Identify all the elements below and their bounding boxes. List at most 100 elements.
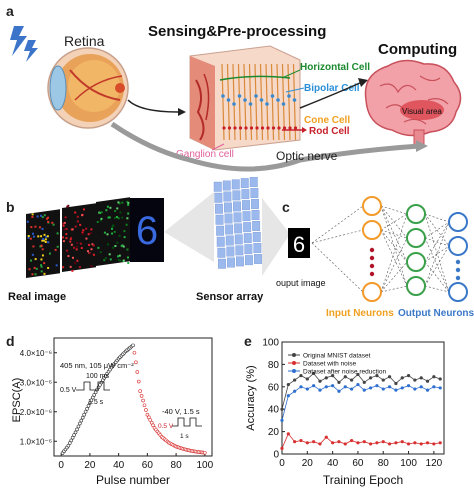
chart-d-point-facilitation: [89, 398, 94, 403]
sensor-pixel: [251, 209, 260, 220]
rod-cell-dot: [238, 126, 243, 130]
output-neuron: [448, 212, 468, 232]
sensor-pixel: [214, 192, 223, 203]
chart-e-series-original-point: [350, 378, 354, 382]
chart-e-xtick-label: 120: [426, 458, 443, 469]
chart-d-point-facilitation: [86, 404, 91, 408]
chart-d-point-depression: [138, 389, 142, 393]
chart-e-series-original-point: [293, 378, 297, 382]
legend-marker-noise: [292, 361, 296, 365]
chart-e-series-reduced-point: [312, 384, 316, 388]
sensor-pixel: [243, 222, 252, 233]
sensor-pixel: [232, 201, 241, 212]
chart-e-series-reduced-point: [400, 386, 404, 390]
chart-d-point-facilitation: [70, 435, 75, 440]
panel-e-letter: e: [244, 333, 252, 349]
bipolar-cell-dot: [248, 102, 253, 106]
rod-cell-arrowhead: [302, 127, 307, 133]
horizontal-cell-pointer: [281, 69, 301, 79]
chart-d-pulse-period: 1.5 s: [88, 399, 104, 406]
chart-d-point-facilitation: [90, 395, 95, 400]
sensor-pixel: [225, 224, 234, 235]
chart-e-series-noise-point: [305, 441, 309, 445]
sensor-array-grid: [213, 176, 262, 269]
pulse-train-icon: [76, 381, 110, 391]
legend-reduced: Dataset after noise reduction: [303, 369, 386, 376]
chart-d-ytick-label: 4.0×10⁻⁶: [20, 349, 52, 358]
bipolar-cell-dot: [226, 98, 231, 102]
network-edge: [424, 213, 450, 247]
sensor-pixel: [232, 190, 241, 201]
network-edge: [380, 205, 408, 215]
chart-e-series-original-point: [337, 380, 341, 384]
retina-label: Retina: [64, 33, 105, 49]
input-neuron-ellipsis-dot: [369, 255, 375, 261]
chart-e-series-original-point: [305, 377, 309, 381]
chart-d-xtick-label: 60: [142, 460, 154, 471]
chart-d-xtick-label: 100: [196, 460, 213, 471]
chart-e-series-noise-point: [419, 442, 423, 446]
chart-d-point-facilitation: [83, 409, 88, 414]
chart-d-point-depression: [203, 450, 207, 455]
chart-d-point-depression: [135, 370, 140, 374]
chart-e-series-reduced-point: [350, 387, 354, 391]
sensor-pixel: [217, 247, 226, 258]
chart-e-series-reduced-point: [375, 384, 379, 388]
chart-e-series-original-point: [375, 374, 379, 378]
rod-cell-dot: [260, 126, 265, 130]
chart-e-series-original-point: [356, 372, 360, 377]
rod-cell-dot: [244, 126, 248, 130]
output-digit: 6: [293, 232, 305, 257]
sensor-pixel: [216, 236, 225, 247]
chart-e-series-noise-point: [331, 441, 335, 445]
chart-d-point-facilitation: [93, 390, 98, 395]
digit-image: 6: [130, 198, 164, 262]
chart-e-series-original-point: [299, 374, 303, 378]
rod-cell-label: Rod Cell: [309, 126, 350, 137]
sensor-pixel: [216, 225, 225, 236]
chart-e-series-reduced-point: [362, 388, 366, 392]
output-neuron: [448, 236, 468, 256]
chart-d-light-annotation: 405 nm, 105 μW cm⁻²: [60, 361, 134, 370]
rod-cell-dot: [222, 126, 226, 130]
chart-e-series-noise-point: [400, 440, 404, 444]
chart-e-series-reduced-point: [331, 384, 335, 388]
chart-e-legend: Original MNIST dataset Dataset with nois…: [288, 353, 386, 376]
chart-e-series-noise-point: [356, 441, 360, 445]
rod-cell-dot: [277, 126, 281, 130]
bipolar-cell-pointer: [285, 87, 305, 93]
output-digit-image: [288, 228, 310, 258]
sensor-pixel: [223, 191, 232, 202]
chart-e-ylabel: Accuracy (%): [245, 365, 257, 430]
chart-d-ytick-label: 1.0×10⁻⁶: [20, 437, 52, 446]
chart-d-point-facilitation: [69, 438, 74, 443]
network-edge: [380, 237, 408, 293]
chart-e-series-original-point: [318, 379, 322, 383]
sensor-pixel: [217, 258, 226, 269]
chart-e-series-original-point: [419, 376, 423, 380]
chart-e-series-noise-point: [362, 440, 366, 444]
sensor-pixel: [223, 202, 232, 213]
bipolar-cell-dot: [232, 102, 236, 106]
sensor-pixel: [240, 178, 249, 189]
sensor-pixel: [235, 245, 244, 256]
legend-marker-reduced: [292, 369, 296, 373]
chart-e-series-original-point: [324, 376, 328, 380]
network-edge: [424, 213, 450, 223]
chart-e-series-reduced-point: [280, 418, 284, 422]
chart-e-series-reduced-point: [356, 382, 360, 387]
chart-d-frame: [53, 337, 213, 457]
chart-e-series-reduced-point: [286, 394, 290, 398]
panel-c-letter: c: [282, 199, 290, 215]
real-image-label: Real image: [8, 291, 66, 303]
chart-e-series-original-point: [438, 377, 442, 381]
sensor-pixel: [244, 255, 253, 266]
chart-e-series-noise-point: [432, 442, 436, 446]
chart-e-series-reduced-point: [324, 385, 328, 389]
digit-glyph: 6: [136, 209, 158, 253]
output-neurons-label: Output Neurons: [398, 308, 474, 319]
sensor-pixel: [215, 214, 224, 225]
chart-e-series-noise-point: [280, 446, 284, 450]
bipolar-cell-dot: [259, 98, 264, 102]
